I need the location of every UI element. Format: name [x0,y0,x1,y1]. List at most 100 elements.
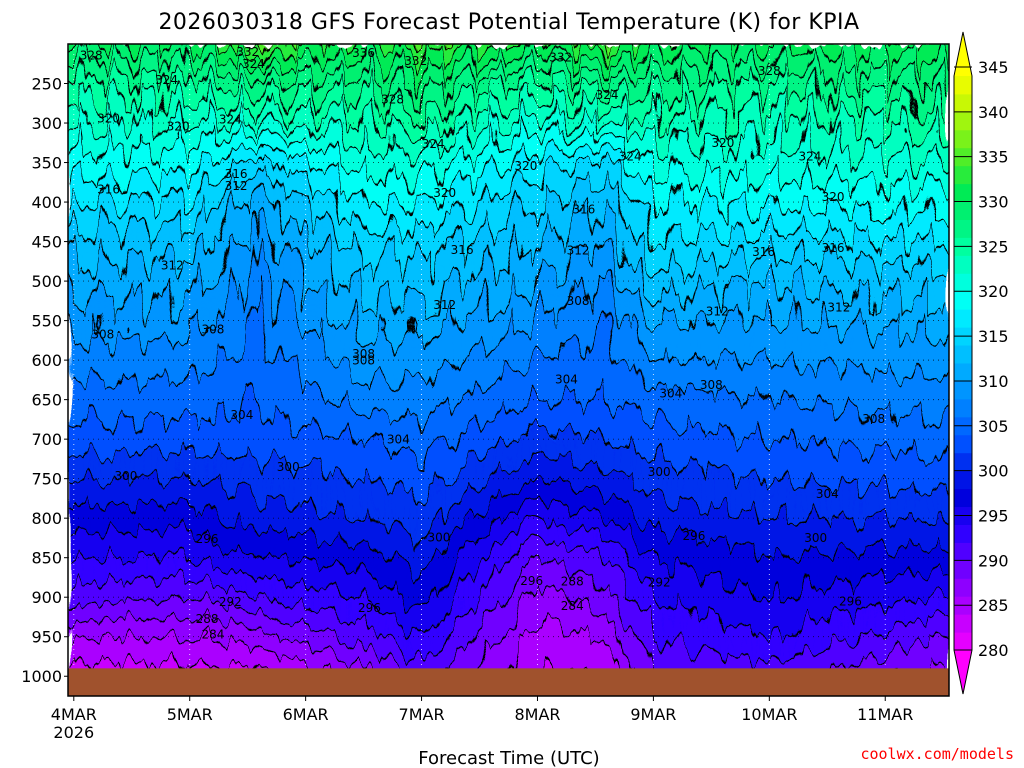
colorbar-swatch [954,111,972,131]
y-tick-label: 400 [31,193,62,212]
contour-line-298 [68,473,949,582]
contour-label: 332 [404,54,427,68]
contour-line-296 [68,496,949,614]
contour-label: 316 [822,241,845,255]
colorbar-swatch [954,165,972,185]
colorbar-label: 315 [978,327,1009,346]
contour-label: 284 [201,628,224,642]
colorbar-label: 320 [978,282,1009,301]
contour-label: 324 [596,88,619,102]
colorbar-swatch [954,183,972,203]
contour-label: 300 [115,469,138,483]
contour-label: 316 [97,183,120,197]
contour-label: 296 [683,529,706,543]
colorbar-label: 310 [978,372,1009,391]
contour-label: 312 [827,300,850,314]
y-tick-label: 250 [31,75,62,94]
ground-fill [68,668,949,696]
contour-label: 300 [277,460,300,474]
contour-line-330 [68,44,949,95]
y-tick-label: 750 [31,470,62,489]
y-tick-label: 300 [31,114,62,133]
contour-label: 316 [572,202,595,216]
ground [68,668,949,696]
contour-label: 312 [433,298,456,312]
contour-label: 320 [433,186,456,200]
contour-label: 312 [161,259,184,273]
colorbar-swatch [954,380,972,400]
contour-label: 292 [648,575,671,589]
plot-frame [67,43,950,697]
contour-label: 308 [352,347,375,361]
colorbar-swatch [954,650,972,694]
contour-line-292 [68,537,949,669]
colorbar-label: 305 [978,417,1009,436]
colorbar-swatch [954,632,972,651]
y-axis: 250 300 350 400 450 500 550 600 650 700 750 800 850 9… [21,75,68,686]
colorbar-swatch [954,524,972,543]
x-tick-label: 5MAR [167,705,213,724]
x-tick-label: 4MAR [51,705,97,724]
x-tick-label: 11MAR [857,705,913,724]
colorbar-swatch [954,201,972,220]
colorbar-label: 300 [978,462,1009,481]
x-tick-label: 9MAR [630,705,676,724]
contour-label: 332 [549,51,572,65]
colorbar-swatch [954,470,972,490]
colorbar-swatch [954,452,972,472]
contour-line-294 [68,518,949,643]
x-tick-label: 6MAR [283,705,329,724]
contour-label: 320 [514,159,537,173]
contour-label: 304 [816,487,839,501]
contour-label: 308 [567,294,590,308]
contour-label: 304 [555,372,578,386]
colorbar-swatch [954,93,972,113]
colorbar-swatch [954,291,972,310]
contour-line-322 [68,96,949,178]
x-tick-label: 10MAR [741,705,797,724]
credit-text: coolwx.com/models [860,745,1014,763]
colorbar-swatch [954,560,972,579]
y-tick-label: 650 [31,391,62,410]
contour-label: 324 [798,150,821,164]
contour-label: 328 [80,48,103,62]
y-tick-label: 600 [31,351,62,370]
colorbar-swatch [954,434,972,454]
contour-label: 324 [242,57,265,71]
y-tick-label: 850 [31,549,62,568]
contour-label: 324 [155,73,178,87]
colorbar-swatch [954,255,972,274]
colorbar-label: 345 [978,58,1009,77]
y-tick-label: 550 [31,312,62,331]
colorbar-swatch [954,273,972,292]
colorbar-swatch [954,219,972,238]
contour-label: 304 [659,387,682,401]
contour-label: 288 [561,575,584,589]
contour-band-310-312 [68,184,949,355]
contour-label: 304 [387,432,410,446]
colorbar-swatch [954,32,972,76]
y-tick-label: 350 [31,154,62,173]
y-tick-label: 900 [31,588,62,607]
contour-label: 308 [201,323,224,337]
y-tick-label: 950 [31,628,62,647]
contour-line-310 [68,209,949,354]
contour-line-302 [68,420,949,510]
contour-label: 284 [561,599,584,613]
y-tick-label: 700 [31,430,62,449]
contour-lines [68,44,949,696]
contour-line-324 [68,77,949,148]
colorbar-swatch [954,345,972,364]
contour-label: 328 [758,64,781,78]
colorbar-label: 325 [978,237,1009,256]
contour-label: 288 [196,612,219,626]
contour-label: 296 [358,601,381,615]
colorbar-swatch [954,363,972,382]
contour-label: 324 [422,137,445,151]
x-tick-sublabel: 2026 [53,723,94,742]
y-tick-label: 500 [31,272,62,291]
contour-label: 308 [91,327,114,341]
colorbar-swatch [954,542,972,561]
